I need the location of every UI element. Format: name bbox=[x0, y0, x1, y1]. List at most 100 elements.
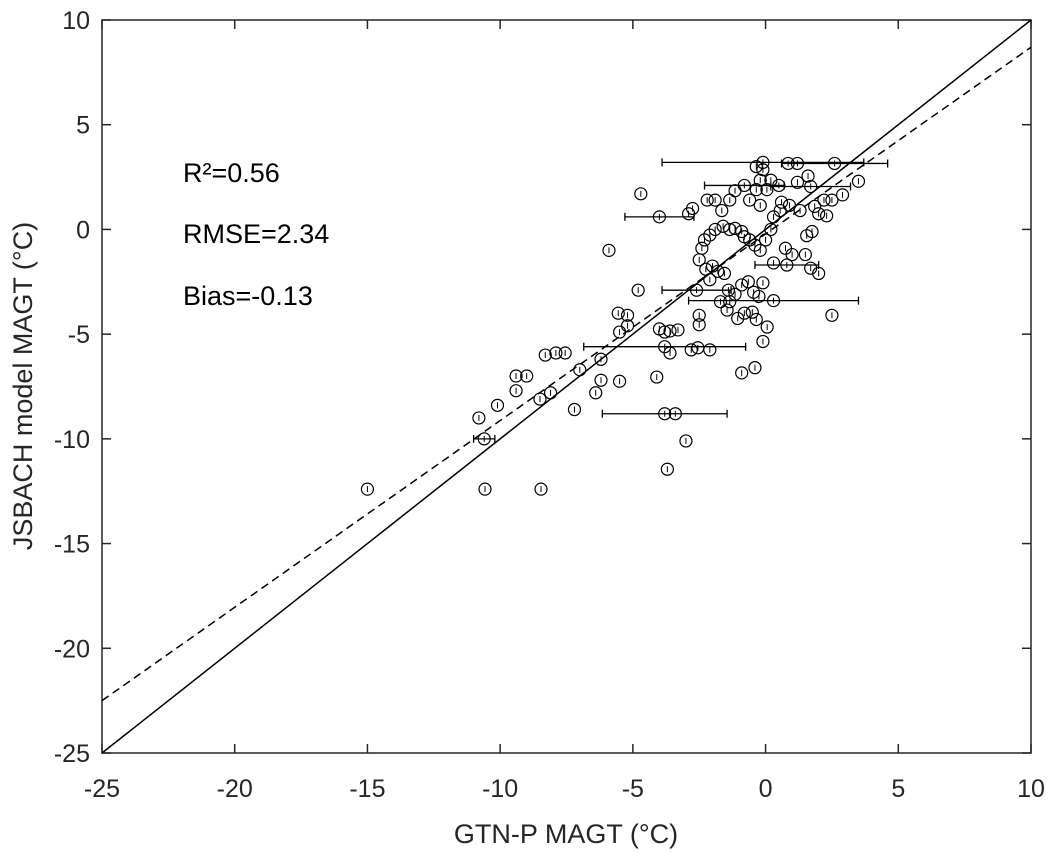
data-point bbox=[782, 198, 797, 212]
data-point bbox=[700, 193, 714, 207]
data-point bbox=[668, 407, 682, 421]
data-point bbox=[650, 370, 664, 384]
annotation: R²=0.56 bbox=[183, 158, 280, 188]
data-point bbox=[737, 306, 751, 320]
data-point bbox=[766, 294, 781, 308]
data-point bbox=[663, 324, 677, 338]
y-tick-label: -10 bbox=[54, 426, 90, 454]
data-point bbox=[760, 183, 774, 197]
data-point bbox=[723, 193, 737, 207]
data-point bbox=[735, 366, 749, 380]
data-point bbox=[679, 434, 693, 448]
data-point bbox=[478, 482, 492, 496]
data-point bbox=[520, 369, 534, 383]
data-point bbox=[611, 306, 625, 320]
data-point bbox=[705, 259, 720, 273]
data-point bbox=[620, 308, 635, 322]
data-point bbox=[753, 243, 767, 257]
x-tick-label: -10 bbox=[482, 775, 518, 803]
data-point bbox=[817, 193, 831, 207]
data-point bbox=[612, 374, 627, 388]
data-point bbox=[835, 188, 850, 202]
x-tick-label: -15 bbox=[349, 775, 385, 803]
data-point bbox=[749, 183, 763, 197]
y-tick-label: -15 bbox=[54, 531, 90, 559]
data-point bbox=[820, 209, 834, 223]
data-point bbox=[745, 305, 759, 319]
data-point bbox=[743, 233, 757, 247]
data-point bbox=[735, 278, 749, 292]
data-point bbox=[652, 210, 667, 224]
data-point bbox=[804, 179, 818, 194]
data-point bbox=[760, 320, 774, 334]
data-point bbox=[594, 373, 608, 387]
y-axis-label: JSBACH model MAGT (°C) bbox=[8, 222, 38, 550]
annotation: RMSE=2.34 bbox=[183, 219, 329, 249]
data-point bbox=[658, 407, 672, 421]
data-point bbox=[589, 386, 603, 400]
data-point bbox=[785, 247, 799, 262]
x-axis-label: GTN-P MAGT (°C) bbox=[454, 819, 678, 849]
y-tick-label: -20 bbox=[54, 635, 90, 663]
data-point bbox=[756, 276, 770, 290]
data-point bbox=[717, 266, 732, 281]
data-point bbox=[472, 411, 486, 425]
data-point bbox=[658, 325, 672, 339]
data-point bbox=[658, 340, 672, 354]
data-point bbox=[780, 258, 794, 272]
data-point bbox=[708, 193, 722, 207]
data-point bbox=[509, 369, 523, 383]
data-point bbox=[753, 173, 767, 187]
data-point bbox=[749, 312, 763, 327]
y-tick-label: 10 bbox=[62, 7, 90, 35]
data-point bbox=[793, 203, 807, 218]
data-point bbox=[631, 283, 645, 297]
x-tick-label: 0 bbox=[759, 775, 773, 803]
data-point bbox=[827, 156, 842, 171]
y-tick-label: -25 bbox=[54, 740, 90, 768]
data-point bbox=[808, 199, 822, 213]
data-point bbox=[711, 264, 725, 278]
data-point bbox=[689, 283, 704, 297]
y-tick-label: -5 bbox=[68, 321, 90, 349]
data-point bbox=[743, 193, 757, 207]
data-point bbox=[477, 432, 491, 446]
data-point bbox=[774, 195, 789, 209]
data-point bbox=[756, 163, 770, 177]
data-point bbox=[685, 201, 700, 216]
data-point bbox=[798, 247, 812, 262]
data-point bbox=[534, 482, 548, 496]
data-point bbox=[538, 348, 552, 362]
reference-line bbox=[101, 19, 1032, 754]
annotation: Bias=-0.13 bbox=[183, 281, 313, 311]
x-tick-label: -20 bbox=[217, 775, 253, 803]
data-point bbox=[753, 198, 767, 212]
data-point bbox=[684, 343, 698, 357]
data-point bbox=[671, 323, 685, 337]
data-point bbox=[804, 261, 818, 275]
x-tick-label: 5 bbox=[891, 775, 905, 803]
data-point bbox=[509, 384, 523, 398]
data-point bbox=[573, 363, 587, 377]
data-point bbox=[602, 243, 616, 257]
data-point bbox=[772, 178, 786, 193]
data-point bbox=[543, 386, 558, 400]
data-point bbox=[748, 238, 762, 252]
data-point bbox=[708, 222, 722, 237]
x-tick-label: -25 bbox=[84, 775, 120, 803]
data-point bbox=[594, 352, 608, 366]
data-point bbox=[766, 256, 781, 270]
data-point bbox=[801, 169, 815, 183]
data-point bbox=[692, 318, 706, 332]
data-point bbox=[713, 295, 728, 309]
data-point bbox=[567, 402, 582, 417]
data-point bbox=[825, 308, 839, 322]
data-point bbox=[660, 462, 674, 476]
data-point bbox=[360, 482, 375, 496]
data-point bbox=[715, 203, 729, 218]
y-tick-label: 5 bbox=[76, 112, 90, 140]
data-point bbox=[748, 361, 762, 375]
data-point bbox=[731, 311, 745, 326]
